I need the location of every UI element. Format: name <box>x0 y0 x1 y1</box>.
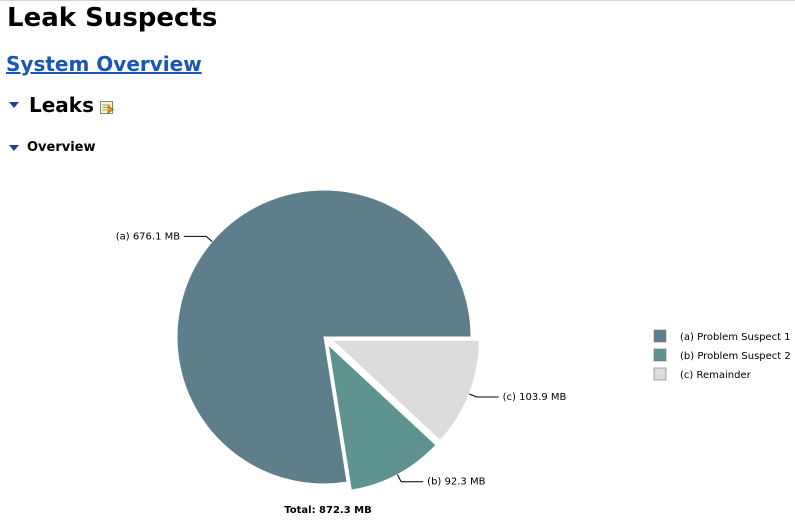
triangle-down-icon[interactable] <box>9 145 19 151</box>
pie-legend: (a) Problem Suspect 1 (b) Problem Suspect… <box>653 329 791 381</box>
leaks-section-header: Leaks <box>9 92 115 118</box>
pie-label-problem-suspect-2: (b) 92.3 MB <box>427 477 485 488</box>
legend-swatch-remainder <box>653 367 667 381</box>
pie-slices <box>176 189 480 491</box>
pie-leader-line <box>396 474 424 483</box>
pie-labels: (a) 676.1 MB (b) 92.3 MB (c) 103.9 MB <box>116 231 567 487</box>
chart-total-label: Total: 872.3 MB <box>284 505 372 516</box>
legend-swatch-problem-suspect-2 <box>653 348 667 362</box>
overview-heading: Overview <box>27 140 96 155</box>
details-icon[interactable] <box>100 100 115 114</box>
legend-label-problem-suspect-2: (b) Problem Suspect 2 <box>680 351 791 362</box>
pie-label-remainder: (c) 103.9 MB <box>503 392 567 403</box>
legend-swatch-problem-suspect-1 <box>653 329 667 343</box>
legend-label-problem-suspect-1: (a) Problem Suspect 1 <box>680 332 791 343</box>
triangle-down-icon[interactable] <box>9 102 19 108</box>
pie-slice-problem-suspect-1 <box>176 189 472 485</box>
pie-label-problem-suspect-1: (a) 676.1 MB <box>116 231 181 242</box>
page-title: Leak Suspects <box>7 3 218 33</box>
pie-leader-line <box>184 235 213 242</box>
overview-section-header: Overview <box>9 139 96 157</box>
pie-leader-line <box>469 393 499 398</box>
pie-slice-remainder <box>331 339 480 442</box>
legend-label-remainder: (c) Remainder <box>680 370 752 381</box>
system-overview-link[interactable]: System Overview <box>6 52 202 76</box>
top-divider <box>0 0 795 1</box>
leaks-heading: Leaks <box>29 93 95 117</box>
